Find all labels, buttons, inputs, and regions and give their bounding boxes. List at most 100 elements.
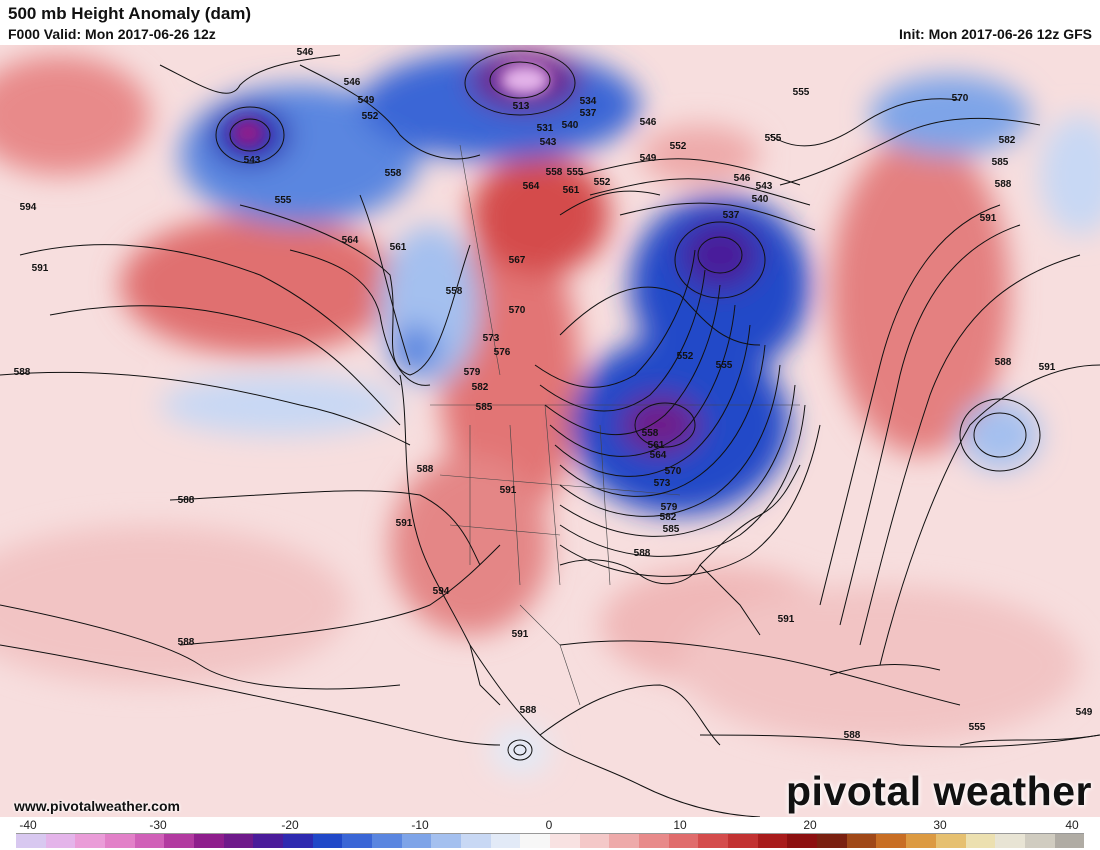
contour-label: 570 [665,466,682,477]
contour-label: 588 [634,548,651,559]
contour-label: 558 [546,167,563,178]
colorbar-swatch [787,834,818,848]
contour-label: 546 [734,173,751,184]
height-anomaly-map: 5465465495525435135315345375405435465495… [0,45,1100,817]
website-link[interactable]: www.pivotalweather.com [14,798,180,814]
contour-label: 543 [540,137,557,148]
borders [430,144,800,706]
colorbar-swatch [550,834,580,848]
contour-label: 537 [580,108,597,119]
contour-label: 549 [1076,707,1093,718]
contour-label: 588 [995,179,1012,190]
colorbar-swatch [579,834,610,848]
contour-label: 561 [563,185,580,196]
colorbar-swatch [490,834,521,848]
colorbar-swatch [728,834,758,848]
contour-label: 561 [390,242,407,253]
contour-label: 549 [358,95,375,106]
contour-label: 591 [32,263,49,274]
colorbar-swatch [846,834,877,848]
colorbar-swatch [757,834,788,848]
contour-label: 588 [417,464,434,475]
contour-label: 543 [756,181,773,192]
colorbar-swatch [876,834,907,848]
contour-label: 549 [640,153,657,164]
colorbar-tick-label: -30 [149,818,167,832]
init-time: Init: Mon 2017-06-26 12z GFS [899,26,1092,42]
contour-label: 591 [396,518,413,529]
contour-label: 582 [999,135,1016,146]
colorbar-swatch [16,834,46,848]
colorbar-tick-label: 40 [1065,818,1079,832]
contour-label: 594 [433,586,450,597]
colorbar-swatch [668,834,699,848]
colorbar-swatch [520,834,551,848]
contour-label: 537 [723,210,740,221]
colorbar-swatch [134,834,165,848]
contour-label: 588 [995,357,1012,368]
contour-label: 588 [178,495,195,506]
contour-label: 591 [500,485,517,496]
colorbar-swatch [431,834,462,848]
contour-label: 588 [178,637,195,648]
contour-label: 579 [661,502,678,513]
colorbar-swatch [253,834,284,848]
colorbar-swatch [194,834,224,848]
contour-label: 546 [640,117,657,128]
contour-label: 570 [952,93,969,104]
contour-label: 588 [14,367,31,378]
contour-label: 513 [513,101,530,112]
anomaly-field [0,50,1100,775]
colorbar-tick-label: 20 [803,818,817,832]
contour-label: 591 [512,629,529,640]
contour-label: 582 [472,382,489,393]
contour-label: 552 [670,141,687,152]
colorbar-tick-label: 0 [545,818,553,832]
contour-label: 564 [523,181,540,192]
colorbar-swatch [817,834,847,848]
contour-label: 555 [716,360,733,371]
contour-label: 576 [494,347,511,358]
contour-label: 552 [594,177,611,188]
colorbar-tick-label: 30 [933,818,947,832]
colorbar-swatch [105,834,135,848]
colorbar-swatch [1024,834,1055,848]
contour-label: 573 [654,478,671,489]
valid-time: F000 Valid: Mon 2017-06-26 12z [8,26,216,42]
contour-label: 543 [244,155,261,166]
contour-label: 591 [980,213,997,224]
colorbar-swatch [995,834,1025,848]
contour-label: 558 [385,168,402,179]
height-contours [0,50,1100,761]
contour-label: 558 [642,428,659,439]
contour-label: 540 [752,194,769,205]
contour-labels: 5465465495525435135315345375405435465495… [14,47,1093,741]
colorbar-swatch [75,834,106,848]
colorbar [16,833,1085,848]
colorbar-tick-label: -40 [19,818,37,832]
colorbar-swatch [401,834,432,848]
contour-label: 546 [297,47,314,58]
contour-label: 555 [969,722,986,733]
contour-label: 555 [567,167,584,178]
contour-label: 579 [464,367,481,378]
contour-label: 555 [275,195,292,206]
contour-label: 531 [537,123,554,134]
contour-label: 561 [648,440,665,451]
colorbar-tick-label: -20 [281,818,299,832]
colorbar-swatch [372,834,402,848]
colorbar-swatch [283,834,313,848]
colorbar-swatch [223,834,254,848]
contour-label: 591 [1039,362,1056,373]
contour-label: 555 [793,87,810,98]
contour-label: 594 [20,202,37,213]
contour-label: 555 [765,133,782,144]
contour-label: 588 [520,705,537,716]
contour-label: 552 [362,111,379,122]
colorbar-swatch [906,834,936,848]
coastlines [359,190,1100,817]
contour-label: 582 [660,512,677,523]
colorbar-swatch [965,834,996,848]
colorbar-tick-label: 10 [673,818,687,832]
